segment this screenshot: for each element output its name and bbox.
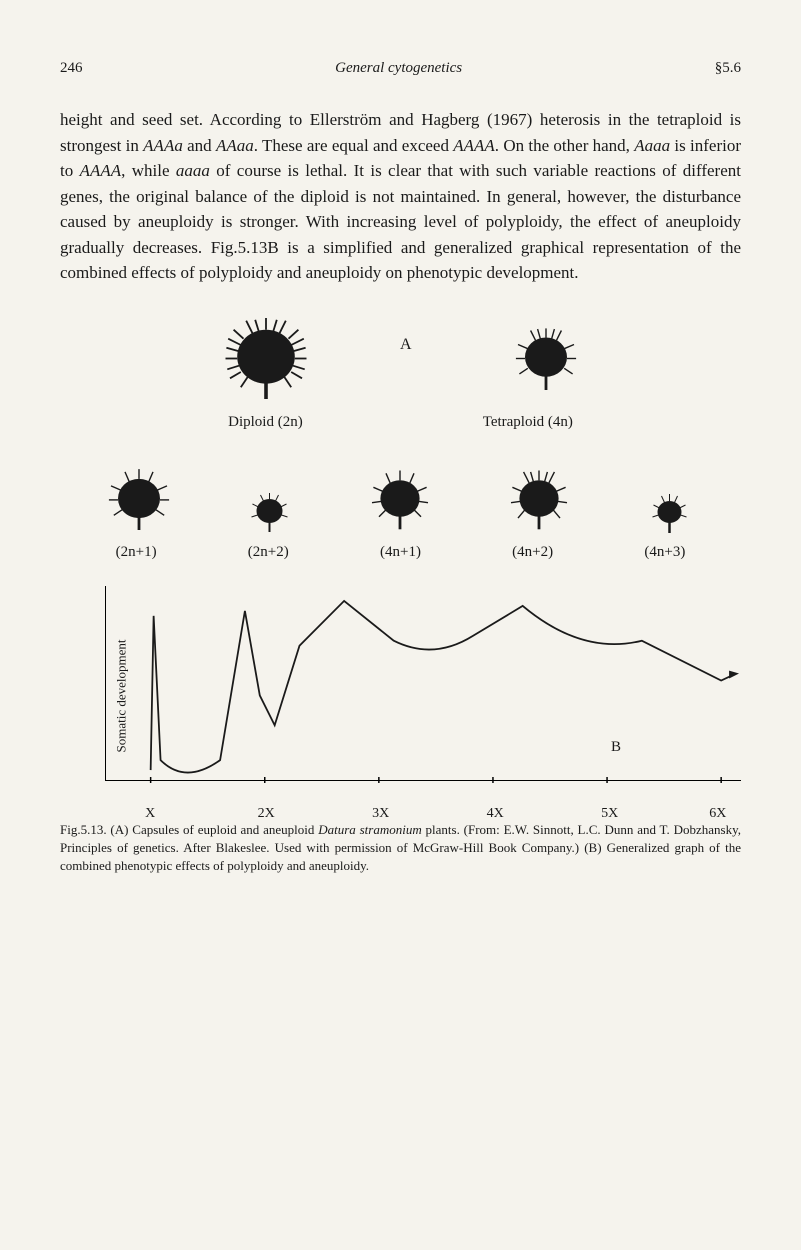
capsule-row-bottom (60, 461, 741, 536)
capsule-row-top (60, 311, 741, 406)
development-curve (151, 600, 736, 772)
curve-arrow-icon (729, 670, 739, 678)
tetraploid-label: Tetraploid (4n) (483, 414, 573, 431)
capsule-labels-top: Diploid (2n) Tetraploid (4n) (60, 414, 741, 431)
x-tick-marks (106, 777, 741, 785)
panel-label-b: B (611, 739, 621, 756)
page-number: 246 (60, 60, 83, 77)
chapter-title: General cytogenetics (335, 60, 462, 77)
x-tick-4x: 4X (487, 806, 504, 822)
body-paragraph: height and seed set. According to Ellers… (60, 107, 741, 286)
label-4n2: (4n+2) (512, 544, 553, 561)
caption-fig-label: Fig.5.13. (60, 822, 107, 837)
chart-area (105, 586, 741, 781)
diploid-capsule-icon (221, 311, 311, 406)
x-tick-3x: 3X (372, 806, 389, 822)
x-tick-2x: 2X (258, 806, 275, 822)
label-4n3: (4n+3) (644, 544, 685, 561)
capsule-4n3-icon (642, 486, 697, 536)
page-header: 246 General cytogenetics §5.6 (60, 60, 741, 77)
capsule-4n2-icon (504, 461, 574, 536)
x-tick-x: X (145, 806, 155, 822)
tetraploid-capsule-icon (511, 321, 581, 396)
capsule-2n1-icon (104, 461, 174, 536)
figure-panel-b: Somatic development B X 2X 3X 4X 5X 6X (90, 586, 741, 806)
capsule-labels-bottom: (2n+1) (2n+2) (4n+1) (4n+2) (4n+3) (60, 544, 741, 561)
section-number: §5.6 (715, 60, 741, 77)
capsule-4n1-icon (365, 461, 435, 536)
x-tick-6x: 6X (709, 806, 726, 822)
figure-caption: Fig.5.13. (A) Capsules of euploid and an… (60, 821, 741, 876)
panel-label-a: A (400, 336, 412, 354)
label-2n2: (2n+2) (248, 544, 289, 561)
chart-svg (106, 586, 741, 780)
capsule-2n2-icon (242, 486, 297, 536)
label-4n1: (4n+1) (380, 544, 421, 561)
label-2n1: (2n+1) (116, 544, 157, 561)
x-tick-5x: 5X (601, 806, 618, 822)
diploid-label: Diploid (2n) (228, 414, 303, 431)
figure-panel-a: A (60, 311, 741, 561)
